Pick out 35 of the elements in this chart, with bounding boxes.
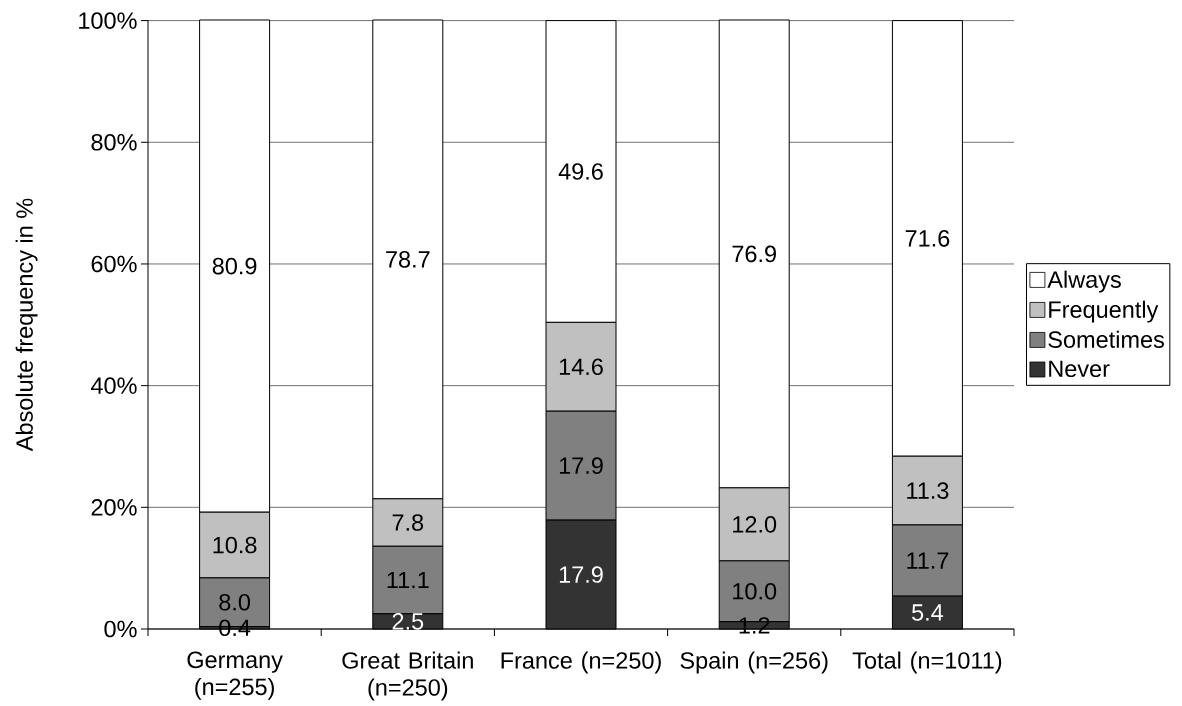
- legend-label: Always: [1047, 270, 1121, 293]
- data-label: 78.7: [386, 251, 430, 268]
- data-label: 71.6: [905, 230, 950, 247]
- x-tick-label: Great Britain (n=250): [342, 651, 473, 701]
- data-label: 49.6: [558, 163, 603, 180]
- x-tick-label: France (n=250): [501, 651, 661, 674]
- x-tick-label: Spain (n=256): [680, 651, 828, 674]
- y-tick-label: 80%: [91, 133, 137, 151]
- data-label: 11.3: [907, 482, 949, 499]
- legend-label: Never: [1049, 360, 1110, 378]
- data-label: 11.7: [907, 552, 949, 569]
- data-label: 14.6: [559, 358, 603, 376]
- y-tick-label: 60%: [91, 255, 137, 273]
- x-tick-label: Germany (n=255): [187, 651, 283, 700]
- data-label: 8.0: [219, 593, 251, 611]
- data-label: 17.9: [559, 457, 603, 474]
- data-label: 10.8: [213, 536, 257, 554]
- legend-label: Frequently: [1049, 300, 1159, 323]
- data-label: 80.9: [212, 257, 257, 275]
- data-label: 17.9: [559, 566, 603, 583]
- data-label: 7.8: [392, 514, 424, 531]
- legend-label: Sometimes: [1048, 330, 1164, 348]
- data-label: 1.2: [739, 617, 770, 634]
- data-label: 12.0: [733, 516, 777, 533]
- y-axis-title: Absolute frequency in %: [15, 198, 38, 452]
- y-tick-label: 40%: [90, 377, 137, 394]
- data-label: 76.9: [732, 245, 776, 263]
- y-tick-label: 0%: [104, 620, 137, 638]
- data-label: 10.0: [733, 582, 777, 600]
- data-label: 2.5: [392, 613, 424, 630]
- x-tick-label: Total (n=1011): [852, 651, 1002, 674]
- data-label: 5.4: [912, 604, 944, 621]
- data-label: 11.1: [387, 571, 429, 589]
- y-tick-label: 20%: [91, 499, 137, 516]
- y-tick-label: 100%: [79, 12, 137, 29]
